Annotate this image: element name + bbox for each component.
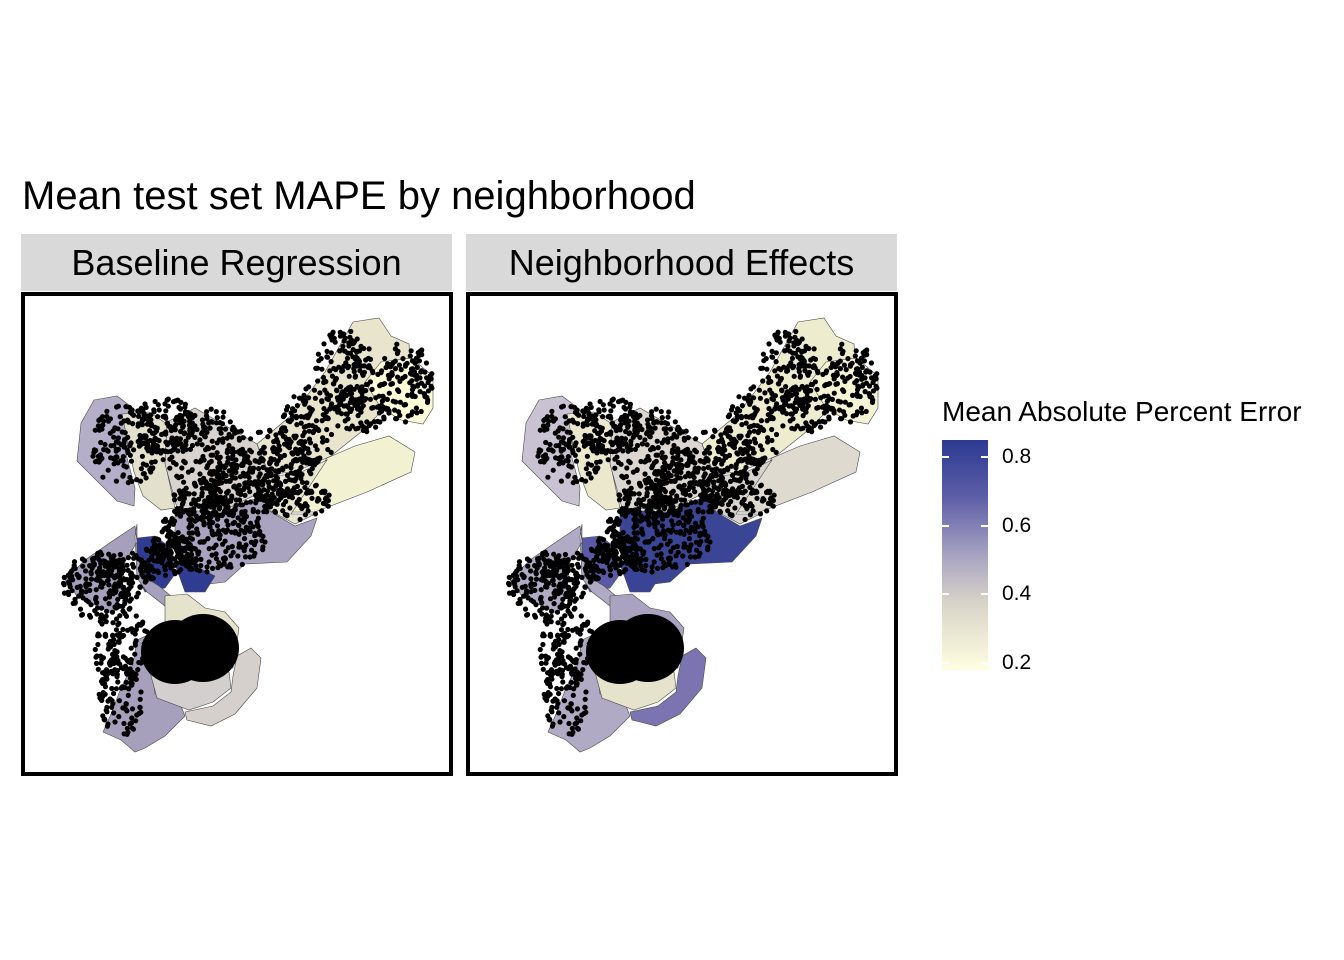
map-panel-neighborhood-effects xyxy=(466,292,898,776)
legend-tick-left xyxy=(942,662,949,665)
legend-tick-right xyxy=(981,593,988,596)
legend-tick-left xyxy=(942,456,949,459)
legend-tick-label: 0.8 xyxy=(1002,445,1032,469)
facet-strip-baseline: Baseline Regression xyxy=(21,234,452,291)
neighborhood-polygon-nav xyxy=(629,647,707,727)
legend-tick-label: 0.2 xyxy=(1002,651,1032,675)
map-panel-baseline xyxy=(21,292,453,776)
legend-tick-right xyxy=(981,524,988,527)
neighborhood-polygon-nav xyxy=(184,647,262,727)
sale-points xyxy=(60,328,435,737)
legend-title: Mean Absolute Percent Error xyxy=(942,396,1302,427)
chart-title: Mean test set MAPE by neighborhood xyxy=(22,174,696,218)
map-svg-baseline xyxy=(60,317,435,753)
legend-colorbar xyxy=(942,440,988,670)
legend-tick-left xyxy=(942,524,949,527)
facet-strip-neighborhood-effects: Neighborhood Effects xyxy=(466,234,897,291)
legend-tick-label: 0.6 xyxy=(1002,513,1032,537)
legend-tick-label: 0.4 xyxy=(1002,582,1032,606)
legend-tick-left xyxy=(942,593,949,596)
legend-tick-right xyxy=(981,456,988,459)
legend-tick-right xyxy=(981,662,988,665)
sale-points xyxy=(505,328,880,737)
map-svg-neighborhood-effects xyxy=(505,317,880,753)
